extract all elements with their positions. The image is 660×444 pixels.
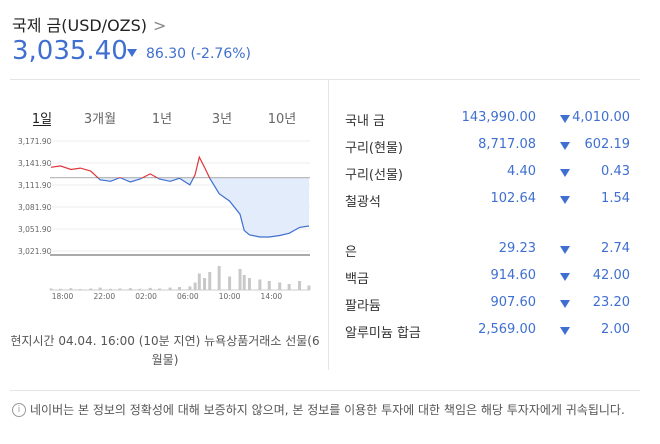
quote-name: 국내 금 [345, 114, 386, 129]
down-arrow [560, 246, 570, 254]
volume-bar [217, 266, 221, 290]
volume-bar [238, 269, 242, 290]
volume-bar [49, 288, 53, 290]
y-tick-label: 3,141.90 [18, 159, 52, 168]
down-arrow [560, 327, 570, 335]
tab[interactable]: 1년 [151, 112, 173, 127]
quote-change: 602.19 [584, 137, 631, 152]
down-arrow [560, 273, 570, 281]
tab-underline [33, 125, 51, 126]
quote-name: 은 [345, 245, 357, 260]
volume-bar [158, 288, 162, 290]
change-value: 86.30 [146, 46, 187, 62]
quote-price: 8,717.08 [478, 137, 536, 152]
volume-bar [177, 287, 181, 290]
tab[interactable]: 1일 [31, 112, 53, 127]
y-tick-label: 3,111.90 [18, 181, 52, 190]
volume-bar [247, 278, 251, 290]
volume-bar [138, 288, 142, 290]
quote-change: 1.54 [601, 191, 630, 206]
x-tick-label: 18:00 [52, 292, 74, 301]
quote-price: 102.64 [490, 191, 537, 206]
volume-bar [208, 272, 212, 290]
down-arrow [560, 196, 570, 204]
info-icon: i [12, 403, 26, 417]
down-arrow [560, 142, 570, 150]
y-tick-label: 3,081.90 [18, 203, 52, 212]
quote-name: 구리(선물) [345, 168, 403, 183]
volume-bar [128, 288, 132, 290]
tab[interactable]: 3년 [211, 112, 233, 127]
volume-bar [78, 289, 82, 290]
quote-price: 143,990.00 [461, 110, 536, 125]
volume-bar [228, 276, 232, 290]
quote-name: 알루미늄 합금 [345, 326, 421, 341]
quote-price: 2,569.00 [478, 322, 536, 337]
tab[interactable]: 10년 [267, 112, 297, 127]
volume-bar [168, 287, 172, 290]
volume-bar [258, 279, 262, 290]
volume-bar [287, 284, 291, 290]
y-tick-label: 3,021.90 [18, 247, 52, 256]
y-tick-label: 3,051.90 [18, 225, 52, 234]
quote-name: 백금 [345, 272, 369, 287]
volume-bar [118, 288, 122, 290]
quote-change: 4,010.00 [572, 110, 630, 125]
volume-bar [267, 281, 271, 290]
footer-separator [10, 390, 640, 391]
quote-name: 팔라듐 [345, 299, 381, 314]
quote-change: 23.20 [592, 295, 630, 310]
quote-name: 구리(현물) [345, 141, 403, 156]
x-tick-label: 06:00 [177, 292, 199, 301]
volume-bar [58, 288, 62, 290]
quote-price: 4.40 [507, 164, 536, 179]
down-arrow [560, 115, 570, 123]
volume-bar [69, 288, 73, 290]
volume-bar [298, 281, 302, 290]
quote-price: 29.23 [498, 241, 536, 256]
change: 86.30 (-2.76%) [146, 46, 251, 62]
change-pct: (-2.76%) [190, 46, 251, 62]
x-tick-label: 14:00 [261, 292, 283, 301]
caption: 현지시간 04.04. 16:00 (10분 지연) 뉴욕상품거래소 선물(6월… [10, 334, 320, 367]
x-tick-label: 22:00 [93, 292, 115, 301]
volume-bar [278, 282, 282, 290]
volume-bar [307, 285, 311, 290]
volume-bar [188, 286, 192, 290]
quote-change: 2.74 [601, 241, 630, 256]
down-arrow [127, 49, 137, 57]
tab[interactable]: 3개월 [83, 112, 117, 127]
price: 3,035.40 [12, 36, 128, 66]
volume-bar [89, 288, 93, 290]
area-fill [51, 177, 309, 237]
chart: 3,171.90 3,141.90 3,111.90 3,081.90 3,051.90… [18, 137, 311, 301]
price-line [50, 155, 310, 238]
down-arrow [560, 169, 570, 177]
quote-change: 2.00 [601, 322, 630, 337]
volume-bar [203, 278, 207, 290]
y-tick-label: 3,171.90 [18, 137, 52, 146]
volume-bar [98, 287, 102, 290]
chevron: > [153, 16, 167, 35]
title: 국제 금(USD/OZS) [12, 16, 148, 35]
quote-price: 914.60 [490, 268, 537, 283]
down-arrow [560, 300, 570, 308]
quote-price: 907.60 [490, 295, 537, 310]
x-tick-label: 02:00 [135, 292, 157, 301]
title-link[interactable]: 국제 금(USD/OZS) > [12, 12, 166, 36]
volume-bar [242, 275, 246, 290]
x-tick-label: 10:00 [219, 292, 241, 301]
divider [328, 80, 329, 370]
quote-change: 42.00 [592, 268, 630, 283]
quote-name: 철광석 [345, 195, 381, 210]
volume-bar [193, 282, 197, 290]
volume-bar [197, 273, 201, 290]
quote-change: 0.43 [601, 164, 630, 179]
disclaimer: 네이버는 본 정보의 정확성에 대해 보증하지 않으며, 본 정보를 이용한 투… [30, 403, 625, 417]
volume-bar [109, 288, 113, 290]
volume-bar [148, 287, 152, 290]
separator [10, 79, 640, 80]
